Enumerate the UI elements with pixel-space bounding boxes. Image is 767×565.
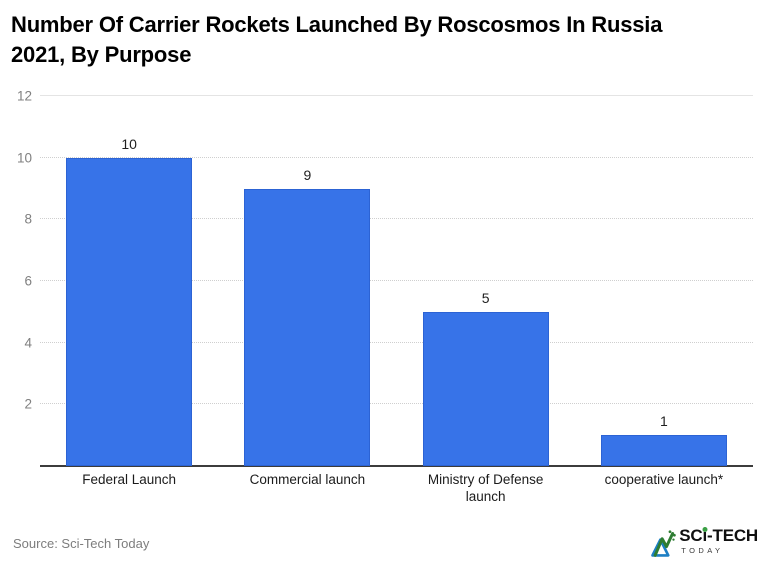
source-credit: Source: Sci-Tech Today: [13, 536, 150, 551]
value-label-3: 1: [659, 413, 668, 430]
gridline-6: [40, 280, 753, 281]
x-label-0: Federal Launch: [82, 472, 177, 487]
y-tick-label-2: 2: [24, 396, 32, 412]
value-label-0: 10: [121, 135, 137, 152]
logo-part-tech: -TECH: [707, 526, 758, 545]
gridline-4: [40, 341, 753, 343]
logo-part-i: i: [702, 526, 708, 545]
plot-area: 10 9 5 1: [40, 95, 753, 467]
y-tick-label-10: 10: [16, 150, 32, 166]
gridline-2: [40, 403, 753, 405]
bar-0: [66, 157, 193, 466]
x-axis: Federal Launch Commercial launch Ministry …: [40, 471, 753, 515]
logo-text: SCi-TECH TODAY: [679, 527, 758, 556]
y-axis: 2 4 6 8 10 12: [0, 89, 32, 466]
y-tick-label-6: 6: [24, 273, 32, 289]
value-label-1: 9: [303, 166, 312, 183]
y-tick-label-12: 12: [16, 88, 32, 104]
gridline-12: [40, 95, 753, 96]
brand-logo: SCi-TECH TODAY: [649, 527, 758, 559]
bar-1: [244, 188, 371, 466]
x-label-2: Ministry of Defense launch: [427, 472, 544, 504]
logo-wordmark: SCi-TECH: [679, 527, 758, 545]
sci-tech-logo-icon: [651, 530, 677, 557]
logo-subtext: TODAY: [681, 546, 724, 555]
logo-part-sc: SC: [679, 526, 703, 545]
y-tick-label-4: 4: [24, 335, 32, 351]
bar-3: [600, 435, 727, 466]
chart-title: Number Of Carrier Rockets Launched By Ro…: [11, 12, 663, 67]
value-label-2: 5: [481, 289, 490, 306]
gridline-8: [40, 218, 753, 220]
y-tick-label-8: 8: [24, 211, 32, 227]
x-label-1: Commercial launch: [249, 472, 366, 487]
x-label-3: cooperative launch*: [604, 472, 724, 487]
bar-2: [422, 311, 549, 466]
x-axis-baseline: [40, 465, 753, 467]
gridline-10: [40, 156, 753, 158]
